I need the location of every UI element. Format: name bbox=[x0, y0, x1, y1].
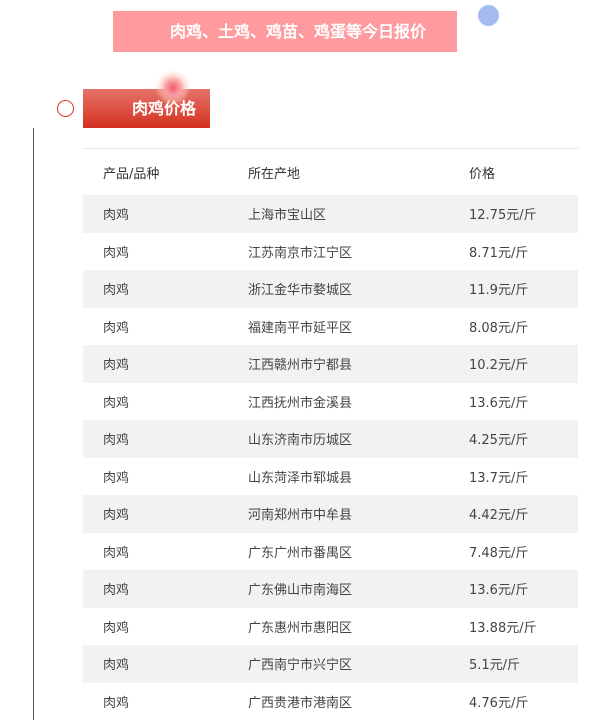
firework-icon bbox=[155, 70, 191, 106]
cell-origin: 山东济南市历城区 bbox=[248, 433, 353, 449]
cell-product: 肉鸡 bbox=[103, 433, 130, 449]
table-row: 肉鸡 山东济南市历城区 4.25元/斤 bbox=[83, 420, 578, 458]
cell-origin: 山东菏泽市郓城县 bbox=[248, 470, 353, 486]
header-origin: 所在产地 bbox=[248, 166, 301, 182]
table-row: 肉鸡 广西南宁市兴宁区 5.1元/斤 bbox=[83, 645, 578, 683]
cell-origin: 河南郑州市中牟县 bbox=[248, 508, 353, 524]
table-row: 肉鸡 江苏南京市江宁区 8.71元/斤 bbox=[83, 233, 578, 271]
section-title: 肉鸡价格 bbox=[83, 89, 210, 128]
cell-origin: 福建南平市延平区 bbox=[248, 320, 353, 336]
timeline-circle-icon bbox=[57, 100, 74, 117]
cell-price: 12.75元/斤 bbox=[469, 208, 537, 224]
cell-price: 5.1元/斤 bbox=[469, 658, 521, 674]
cell-product: 肉鸡 bbox=[103, 283, 130, 299]
table-row: 肉鸡 广东广州市番禺区 7.48元/斤 bbox=[83, 533, 578, 571]
cell-origin: 广西贵港市港南区 bbox=[248, 695, 353, 711]
cell-price: 13.6元/斤 bbox=[469, 395, 529, 411]
cell-origin: 广东佛山市南海区 bbox=[248, 583, 353, 599]
cell-origin: 上海市宝山区 bbox=[248, 208, 327, 224]
cell-origin: 江苏南京市江宁区 bbox=[248, 245, 353, 261]
cell-price: 13.7元/斤 bbox=[469, 470, 529, 486]
cell-product: 肉鸡 bbox=[103, 620, 130, 636]
cell-origin: 广东惠州市惠阳区 bbox=[248, 620, 353, 636]
decorative-dot-icon bbox=[478, 5, 499, 26]
cell-product: 肉鸡 bbox=[103, 208, 130, 224]
cell-product: 肉鸡 bbox=[103, 545, 130, 561]
timeline-line bbox=[33, 128, 34, 720]
cell-product: 肉鸡 bbox=[103, 320, 130, 336]
cell-price: 4.25元/斤 bbox=[469, 433, 529, 449]
table-row: 肉鸡 广东惠州市惠阳区 13.88元/斤 bbox=[83, 608, 578, 646]
cell-product: 肉鸡 bbox=[103, 358, 130, 374]
cell-product: 肉鸡 bbox=[103, 508, 130, 524]
cell-price: 4.42元/斤 bbox=[469, 508, 529, 524]
page-banner: 肉鸡、土鸡、鸡苗、鸡蛋等今日报价 bbox=[113, 11, 457, 52]
header-product: 产品/品种 bbox=[103, 166, 160, 182]
table-row: 肉鸡 江西赣州市宁都县 10.2元/斤 bbox=[83, 345, 578, 383]
cell-price: 13.88元/斤 bbox=[469, 620, 537, 636]
header-price: 价格 bbox=[469, 166, 496, 182]
cell-price: 8.08元/斤 bbox=[469, 320, 529, 336]
cell-origin: 广东广州市番禺区 bbox=[248, 545, 353, 561]
table-header: 产品/品种 所在产地 价格 bbox=[83, 149, 578, 195]
table-row: 肉鸡 福建南平市延平区 8.08元/斤 bbox=[83, 308, 578, 346]
cell-price: 8.71元/斤 bbox=[469, 245, 529, 261]
price-table: 产品/品种 所在产地 价格 肉鸡 上海市宝山区 12.75元/斤 肉鸡 江苏南京市江宁区… bbox=[83, 148, 578, 720]
table-row: 肉鸡 江西抚州市金溪县 13.6元/斤 bbox=[83, 383, 578, 421]
cell-product: 肉鸡 bbox=[103, 395, 130, 411]
cell-price: 11.9元/斤 bbox=[469, 283, 529, 299]
table-row: 肉鸡 山东菏泽市郓城县 13.7元/斤 bbox=[83, 458, 578, 496]
cell-product: 肉鸡 bbox=[103, 470, 130, 486]
table-row: 肉鸡 广东佛山市南海区 13.6元/斤 bbox=[83, 570, 578, 608]
cell-origin: 江西抚州市金溪县 bbox=[248, 395, 353, 411]
table-row: 肉鸡 广西贵港市港南区 4.76元/斤 bbox=[83, 683, 578, 720]
cell-price: 4.76元/斤 bbox=[469, 695, 529, 711]
cell-product: 肉鸡 bbox=[103, 658, 130, 674]
cell-origin: 广西南宁市兴宁区 bbox=[248, 658, 353, 674]
table-row: 肉鸡 浙江金华市婺城区 11.9元/斤 bbox=[83, 270, 578, 308]
cell-price: 13.6元/斤 bbox=[469, 583, 529, 599]
table-row: 肉鸡 河南郑州市中牟县 4.42元/斤 bbox=[83, 495, 578, 533]
cell-price: 10.2元/斤 bbox=[469, 358, 529, 374]
cell-product: 肉鸡 bbox=[103, 695, 130, 711]
cell-origin: 江西赣州市宁都县 bbox=[248, 358, 353, 374]
cell-product: 肉鸡 bbox=[103, 245, 130, 261]
cell-origin: 浙江金华市婺城区 bbox=[248, 283, 353, 299]
table-row: 肉鸡 上海市宝山区 12.75元/斤 bbox=[83, 195, 578, 233]
cell-price: 7.48元/斤 bbox=[469, 545, 529, 561]
cell-product: 肉鸡 bbox=[103, 583, 130, 599]
